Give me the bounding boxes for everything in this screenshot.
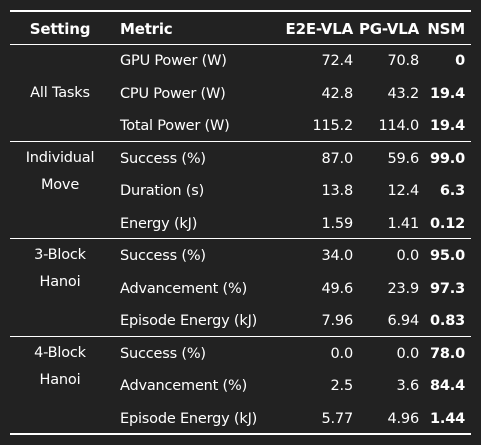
setting-label-line-1: Individual <box>25 149 95 166</box>
pg-value: 1.41 <box>387 215 420 232</box>
header-setting: Setting <box>29 19 91 38</box>
nsm-value: 0.83 <box>430 313 465 330</box>
pg-value: 3.6 <box>396 378 420 395</box>
setting-label: All Tasks <box>30 85 90 102</box>
nsm-value: 0 <box>455 53 465 70</box>
pg-value: 6.94 <box>387 313 420 330</box>
header-row: Setting Metric E2E-VLA PG-VLA NSM <box>10 13 471 45</box>
bottom-rule <box>10 433 471 435</box>
nsm-value: 6.3 <box>439 183 465 200</box>
table-row: 3-Block Hanoi Success (%) 34.0 0.0 95.0 <box>10 240 471 290</box>
metric-cell: Success (%) <box>120 150 206 167</box>
group-divider-1 <box>10 141 471 142</box>
e2e-value: 115.2 <box>312 118 353 135</box>
e2e-value: 87.0 <box>321 150 354 167</box>
setting-label-line-2: Move <box>40 176 80 193</box>
table-row: CPU Power (W) 42.8 43.2 19.4 <box>10 78 471 111</box>
header-e2e-vla: E2E-VLA <box>285 20 354 38</box>
metric-cell: Advancement (%) <box>120 280 248 297</box>
table-row: Episode Energy (kJ) 7.96 6.94 0.83 <box>10 305 471 338</box>
e2e-value: 5.77 <box>321 410 354 427</box>
setting-cell: Individual Move <box>10 143 110 241</box>
results-table-frame: Setting Metric E2E-VLA PG-VLA NSM All Ta… <box>10 10 471 435</box>
pg-value: 0.0 <box>396 345 420 362</box>
e2e-value: 49.6 <box>321 280 354 297</box>
top-rule <box>10 10 471 12</box>
pg-value: 114.0 <box>378 118 419 135</box>
results-table: Setting Metric E2E-VLA PG-VLA NSM All Ta… <box>10 13 471 435</box>
nsm-value: 19.4 <box>430 85 465 102</box>
header-nsm: NSM <box>427 20 465 38</box>
e2e-value: 13.8 <box>321 183 354 200</box>
metric-cell: Success (%) <box>120 345 206 362</box>
metric-cell: Episode Energy (kJ) <box>120 410 258 427</box>
table-row: All Tasks GPU Power (W) 72.4 70.8 0 <box>10 45 471 101</box>
pg-value: 23.9 <box>387 280 420 297</box>
e2e-value: 7.96 <box>321 313 354 330</box>
pg-value: 59.6 <box>387 150 420 167</box>
pg-value: 4.96 <box>387 410 420 427</box>
e2e-value: 34.0 <box>321 248 354 265</box>
setting-label-line-2: Hanoi <box>39 371 81 388</box>
header-metric: Metric <box>120 20 173 38</box>
nsm-value: 0.12 <box>430 215 465 232</box>
nsm-value: 97.3 <box>430 280 465 297</box>
setting-cell: All Tasks <box>10 45 110 143</box>
setting-label-line-2: Hanoi <box>39 274 81 290</box>
setting-cell: 3-Block Hanoi <box>10 240 110 338</box>
e2e-value: 2.5 <box>330 378 354 395</box>
nsm-value: 99.0 <box>430 150 465 167</box>
metric-cell: Duration (s) <box>120 183 205 200</box>
table-row: Advancement (%) 2.5 3.6 84.4 <box>10 370 471 403</box>
setting-label-line-1: 3-Block <box>34 247 86 263</box>
metric-cell: Advancement (%) <box>120 378 248 395</box>
table-row: Individual Move Success (%) 87.0 59.6 99… <box>10 143 471 193</box>
group-divider-2 <box>10 238 471 239</box>
table-row: Duration (s) 13.8 12.4 6.3 <box>10 175 471 208</box>
e2e-value: 72.4 <box>321 53 354 70</box>
e2e-value: 1.59 <box>321 215 354 232</box>
metric-cell: CPU Power (W) <box>120 85 226 102</box>
metric-cell: Episode Energy (kJ) <box>120 313 258 330</box>
nsm-value: 19.4 <box>430 118 465 135</box>
nsm-value: 1.44 <box>430 410 465 427</box>
metric-cell: Total Power (W) <box>120 118 230 135</box>
e2e-value: 0.0 <box>330 345 354 362</box>
header-pg-vla: PG-VLA <box>358 20 419 38</box>
pg-value: 0.0 <box>396 248 420 265</box>
pg-value: 70.8 <box>387 53 420 70</box>
table-row: 4-Block Hanoi Success (%) 0.0 0.0 78.0 <box>10 338 471 388</box>
metric-cell: Energy (kJ) <box>120 215 198 232</box>
table-row: Total Power (W) 115.2 114.0 19.4 <box>10 110 471 143</box>
table-row: Energy (kJ) 1.59 1.41 0.12 <box>10 208 471 241</box>
metric-cell: Success (%) <box>120 248 206 265</box>
group-divider-3 <box>10 336 471 337</box>
pg-value: 43.2 <box>387 85 420 102</box>
e2e-value: 42.8 <box>321 85 354 102</box>
nsm-value: 95.0 <box>430 248 465 265</box>
table-row: Episode Energy (kJ) 5.77 4.96 1.44 <box>10 403 471 436</box>
nsm-value: 84.4 <box>430 378 465 395</box>
header-rule <box>10 44 471 45</box>
setting-label-line-1: 4-Block <box>34 344 86 361</box>
metric-cell: GPU Power (W) <box>120 53 227 70</box>
table-row: Advancement (%) 49.6 23.9 97.3 <box>10 273 471 306</box>
nsm-value: 78.0 <box>430 345 465 362</box>
setting-cell: 4-Block Hanoi <box>10 338 110 436</box>
pg-value: 12.4 <box>387 183 420 200</box>
